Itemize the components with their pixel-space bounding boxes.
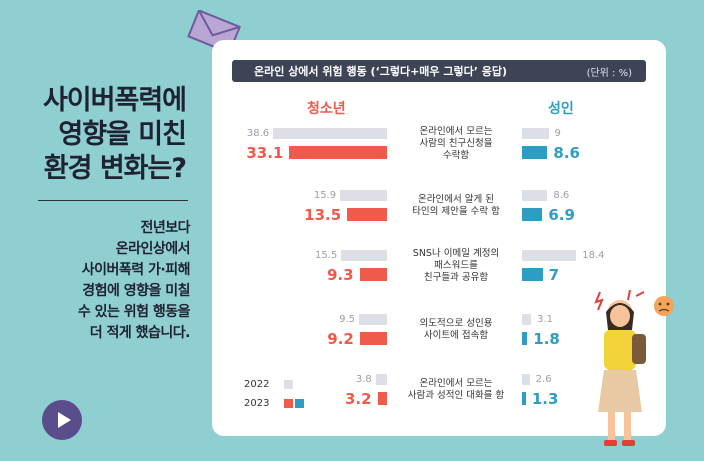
- category-label-line: 사람의 친구신청을: [419, 138, 493, 149]
- label-adult-2023: 1.8: [533, 330, 560, 348]
- desc-line: 더 적게 했습니다.: [89, 325, 191, 341]
- label-youth-2022: 15.5: [315, 250, 338, 261]
- label-adult-2022: 18.4: [582, 250, 605, 261]
- chart-unit: (단위 : %): [586, 68, 632, 79]
- legend-swatch-2022: [284, 380, 293, 389]
- bar-youth-2022: [340, 190, 387, 201]
- label-youth-2023: 3.2: [344, 390, 372, 408]
- divider: [38, 200, 188, 201]
- category-label: 온라인에서 모르는 사람의 친구신청을 수락함: [402, 126, 510, 162]
- left-description: 전년보다 온라인상에서 사이버폭력 가·피해 경험에 영향을 미칠 수 있는 위…: [30, 218, 191, 344]
- legend-swatch-adult-2023: [295, 399, 304, 408]
- bar-youth-2023: [359, 268, 387, 281]
- play-button[interactable]: [42, 400, 82, 440]
- label-youth-2023: 9.2: [327, 330, 354, 348]
- legend-swatch-youth-2023: [284, 399, 293, 408]
- label-adult-2022: 3.1: [537, 314, 554, 325]
- label-adult-2022: 2.6: [535, 374, 552, 385]
- bar-adult-2023: [522, 146, 548, 159]
- bar-youth-2022: [273, 128, 387, 139]
- bar-adult-2022: [522, 250, 577, 261]
- label-adult-2023: 8.6: [553, 144, 580, 162]
- title-line: 환경 변화는?: [43, 153, 187, 184]
- category-label: SNS나 이메일 계정의 패스워드를 친구들과 공유함: [402, 248, 510, 284]
- title-line: 사이버폭력에: [42, 85, 187, 116]
- desc-line: 사이버폭력 가·피해: [81, 262, 191, 278]
- desc-line: 수 있는 위험 행동을: [77, 304, 191, 320]
- bar-youth-2023: [347, 208, 387, 221]
- bar-youth-2023: [377, 392, 387, 405]
- category-label-line: 사람과 성적인 대화를 함: [407, 390, 505, 401]
- label-adult-2023: 1.3: [531, 390, 559, 408]
- bar-youth-2023: [289, 146, 387, 159]
- chart-header: 온라인 상에서 위험 행동 (‘그렇다+매우 그렇다’ 응답) (단위 : %): [232, 60, 646, 82]
- category-label-line: 온라인에서 모르는: [419, 126, 493, 137]
- label-adult-2022: 9: [554, 128, 561, 139]
- category-label: 온라인에서 모르는 사람과 성적인 대화를 함: [402, 378, 510, 402]
- label-adult-2022: 8.6: [553, 190, 570, 201]
- legend-year-2022: 2022: [244, 379, 270, 390]
- category-label-line: 의도적으로 성인용: [419, 318, 493, 329]
- worried-emoji-icon: [654, 296, 674, 316]
- chart-card: 온라인 상에서 위험 행동 (‘그렇다+매우 그렇다’ 응답) (단위 : %)…: [212, 40, 666, 436]
- desc-line: 온라인상에서: [115, 241, 191, 257]
- category-label: 온라인에서 알게 된 타인의 제안을 수락 함: [402, 194, 510, 218]
- label-youth-2023: 9.3: [326, 266, 354, 284]
- bar-adult-2023: [522, 392, 526, 405]
- bar-adult-2023: [522, 268, 543, 281]
- bar-youth-2022: [341, 250, 387, 261]
- category-label-line: 패스워드를: [434, 260, 478, 271]
- bar-adult-2022: [522, 128, 549, 139]
- category-label-line: 타인의 제안을 수락 함: [412, 206, 500, 217]
- category-label: 의도적으로 성인용 사이트에 접속함: [402, 318, 510, 342]
- left-title: 사이버폭력에 영향을 미친 환경 변화는?: [18, 84, 187, 186]
- legend-year-2023: 2023: [244, 398, 270, 409]
- title-line: 영향을 미친: [58, 119, 187, 150]
- bar-youth-2022: [358, 314, 387, 325]
- desc-line: 전년보다: [140, 220, 190, 236]
- label-adult-2023: 6.9: [548, 206, 575, 224]
- category-label-line: 온라인에서 모르는: [419, 378, 493, 389]
- worried-person-illustration: [594, 290, 674, 446]
- bar-adult-2022: [522, 190, 548, 201]
- category-label-line: 사이트에 접속함: [423, 330, 489, 341]
- bar-adult-2022: [522, 374, 530, 385]
- label-youth-2023: 33.1: [246, 144, 284, 162]
- bar-youth-2022: [375, 374, 387, 385]
- category-label-line: 온라인에서 알게 된: [418, 194, 494, 205]
- bar-adult-2023: [522, 332, 528, 345]
- bar-youth-2023: [359, 332, 387, 345]
- label-youth-2022: 15.9: [313, 190, 337, 201]
- label-adult-2023: 7: [548, 266, 560, 284]
- adult-header: 성인: [548, 101, 574, 117]
- label-youth-2022: 38.6: [246, 128, 270, 139]
- youth-header: 청소년: [307, 101, 346, 117]
- label-youth-2022: 3.8: [355, 374, 372, 385]
- category-label-line: SNS나 이메일 계정의: [412, 248, 500, 259]
- desc-line: 경험에 영향을 미칠: [82, 283, 190, 299]
- category-label-line: 수락함: [442, 150, 470, 161]
- chart-title: 온라인 상에서 위험 행동 (‘그렇다+매우 그렇다’ 응답): [254, 65, 508, 78]
- bar-adult-2022: [522, 314, 532, 325]
- label-youth-2022: 9.5: [339, 314, 355, 325]
- category-label-line: 친구들과 공유함: [423, 272, 489, 283]
- bar-adult-2023: [522, 208, 543, 221]
- play-icon: [58, 412, 71, 428]
- label-youth-2023: 13.5: [304, 206, 342, 224]
